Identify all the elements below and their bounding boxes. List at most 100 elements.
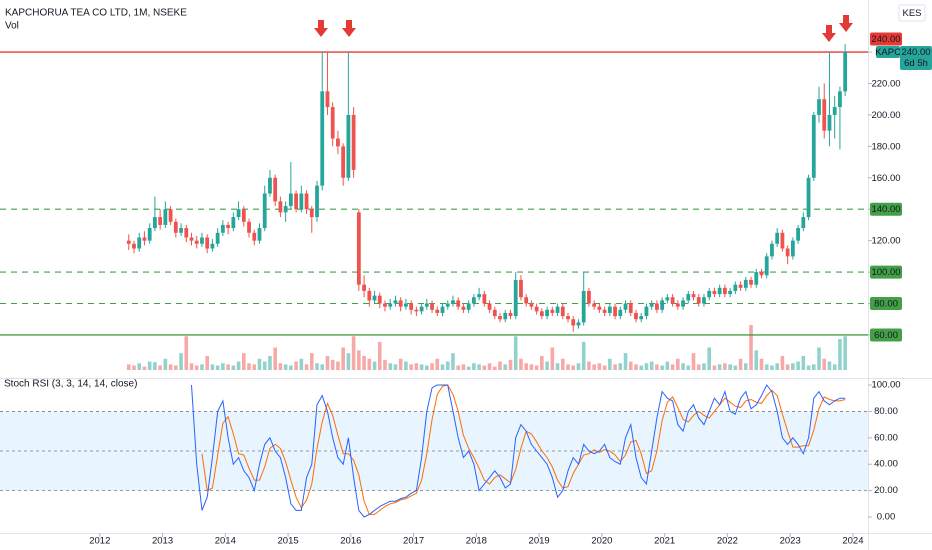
volume-bar [811, 364, 816, 370]
candle-body [602, 309, 607, 313]
volume-bar [430, 363, 434, 370]
last-price-box [900, 46, 932, 71]
candle-body [158, 217, 163, 225]
volume-bar [498, 361, 502, 370]
y-tick-label: 140.00 [871, 204, 900, 215]
candle-body [487, 303, 492, 310]
volume-bar [775, 363, 779, 370]
volume-bar [210, 364, 215, 370]
candle-body [309, 209, 314, 218]
volume-bar [435, 358, 440, 370]
volume-bar [142, 366, 147, 370]
volume-bar [215, 365, 220, 370]
candle-body [351, 114, 356, 170]
volume-bar [832, 364, 837, 370]
candle-body [226, 224, 231, 229]
volume-bar [357, 350, 361, 370]
volume-bar [388, 363, 393, 370]
volume-bar [472, 363, 476, 370]
volume-bar [289, 365, 293, 370]
candle-body [775, 232, 780, 244]
stoch-tick-label: 80.00 [874, 406, 898, 417]
volume-bar [566, 364, 570, 370]
candle-body [785, 248, 790, 257]
volume-bar [550, 347, 555, 370]
candle-body [362, 284, 366, 291]
volume-bar [801, 355, 806, 370]
candle-body [691, 294, 696, 298]
candle-body [670, 297, 675, 304]
volume-bar [466, 366, 471, 370]
arrows [314, 15, 853, 42]
volume-bar [702, 363, 706, 370]
volume-bar [644, 363, 649, 370]
candle-body [205, 237, 210, 249]
candle-body [550, 309, 555, 313]
volume-bar [587, 361, 591, 370]
candle-body [456, 300, 461, 307]
volume-bar [503, 364, 508, 370]
volume-bar [362, 355, 366, 370]
volume-bar [294, 361, 298, 370]
candle-body [707, 290, 712, 298]
volume-bar [461, 364, 466, 370]
candle-body [545, 309, 549, 317]
volume-bar [843, 336, 847, 370]
volume-bar [163, 358, 168, 370]
volume-bar [602, 365, 607, 370]
volume-bar [330, 359, 335, 370]
volume-bar [738, 358, 743, 370]
volume-bar [623, 353, 628, 370]
stoch-tick-label: 60.00 [874, 432, 898, 443]
stoch-tick-label: 40.00 [874, 459, 898, 470]
candle-body [194, 240, 199, 244]
volume-bar [231, 365, 236, 370]
countdown: 6d 5h [904, 58, 928, 69]
volume-bar [174, 365, 178, 370]
volume-bar [806, 365, 811, 370]
candle-body [320, 91, 325, 186]
x-tick-label: 2022 [717, 536, 738, 547]
volume-bar [262, 361, 267, 370]
volume-bar [733, 365, 738, 370]
stoch-tick-label: 20.00 [874, 485, 898, 496]
level-label-box [870, 32, 902, 46]
candle-body [341, 146, 346, 178]
candle-body [675, 303, 680, 307]
x-tick-label: 2020 [591, 536, 612, 547]
candle-body [414, 309, 419, 312]
volume-bar [346, 353, 351, 370]
candle-body [696, 297, 701, 304]
candle-body [806, 177, 811, 218]
volume-bar [268, 355, 272, 370]
volume-bar [754, 350, 759, 370]
y-tick-label: 120.00 [871, 236, 900, 247]
volume-bar [707, 347, 711, 370]
volume-bar [377, 341, 382, 370]
volume-bar [414, 363, 419, 370]
volume-bar [838, 339, 842, 370]
volume-bar [785, 364, 790, 370]
level-label-box [870, 265, 902, 279]
volume-bar [796, 361, 800, 370]
candle-body [838, 91, 842, 108]
volume-bar [597, 363, 602, 370]
candle-body [702, 297, 706, 304]
candle-body [623, 303, 628, 310]
volume-bar [320, 364, 325, 370]
candle-body [738, 284, 743, 288]
candle-body [220, 224, 225, 233]
candle-body [440, 306, 445, 313]
candle-body [257, 228, 262, 241]
currency-box[interactable] [898, 4, 926, 22]
candle-body [466, 303, 471, 310]
volume-bar [393, 364, 398, 370]
candle-body [163, 209, 168, 225]
candle-body [587, 290, 591, 304]
x-tick-label: 2019 [529, 536, 550, 547]
volume-bar [571, 365, 576, 370]
candle-body [832, 107, 837, 115]
volume-bar [592, 364, 596, 370]
candle-body [132, 243, 136, 249]
volume-bar [341, 347, 345, 370]
